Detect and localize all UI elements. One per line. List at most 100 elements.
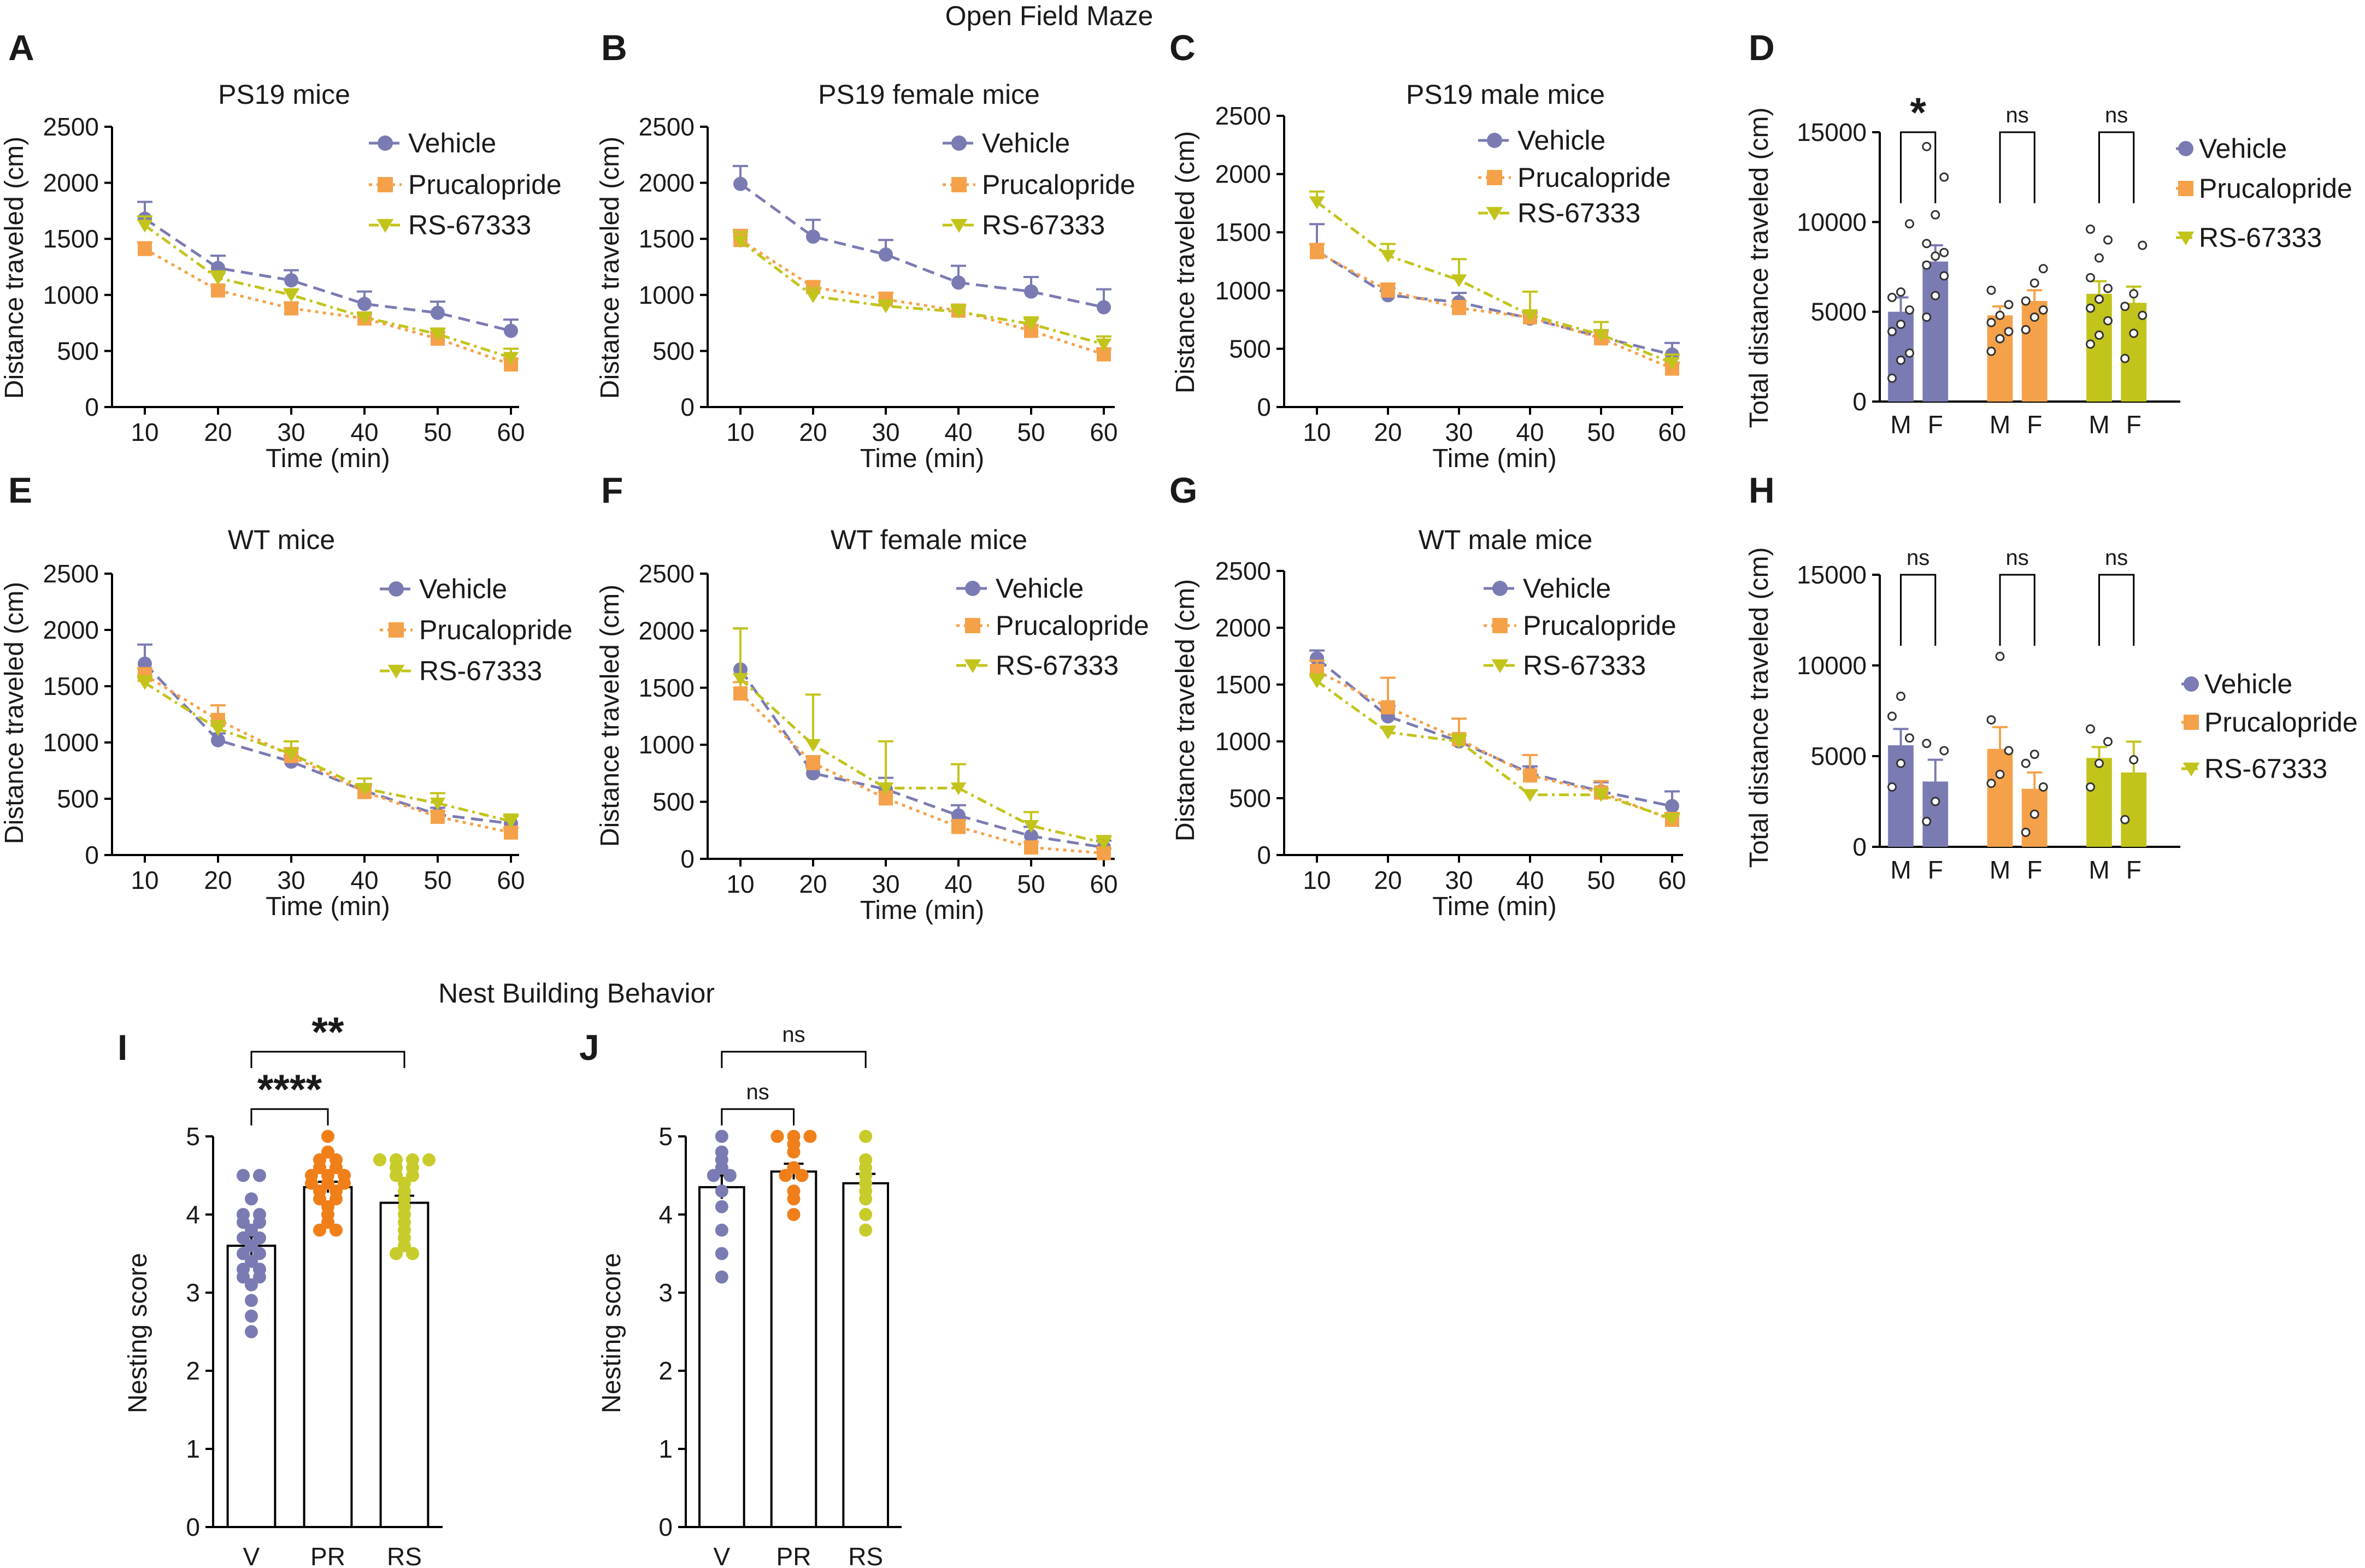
y-tick-label: 0 — [85, 841, 99, 869]
panel-letter-h: H — [1749, 470, 1775, 510]
data-point — [305, 1169, 318, 1182]
open-field-title: Open Field Maze — [945, 1, 1154, 31]
bar-group-v-0: V — [226, 1169, 276, 1568]
marker-rs-67333 — [1096, 338, 1112, 352]
x-tick-label: 30 — [277, 866, 305, 894]
marker-rs-67333 — [1023, 820, 1039, 833]
x-tick-label: 10 — [1303, 418, 1331, 446]
data-point — [237, 1263, 250, 1276]
series-rs-67333 — [137, 215, 519, 365]
x-tick-label: 50 — [1017, 870, 1045, 898]
marker-prucalopride — [1381, 283, 1395, 298]
marker-rs-67333 — [356, 783, 373, 796]
data-point — [245, 1294, 258, 1307]
data-point — [253, 1247, 266, 1260]
legend-item-vehicle: Vehicle — [369, 128, 496, 158]
marker-rs-67333 — [950, 219, 968, 233]
data-point — [715, 1223, 728, 1237]
data-point — [1986, 317, 1996, 327]
legend-item-vehicle: Vehicle — [956, 573, 1084, 604]
data-point — [2086, 782, 2095, 792]
panel-letter-i: I — [117, 1027, 127, 1068]
data-point — [2086, 273, 2095, 282]
data-point — [1995, 310, 2005, 320]
bracket-line — [721, 1108, 795, 1125]
y-axis-title: Distance traveled (cm) — [0, 137, 29, 399]
marker-rs-67333 — [137, 677, 153, 690]
data-point — [2120, 815, 2130, 824]
significance-bracket: ns — [2098, 546, 2135, 646]
data-point — [2120, 353, 2130, 363]
data-point — [406, 1153, 419, 1166]
data-point — [390, 1153, 403, 1166]
bracket-line — [1999, 131, 2035, 203]
data-point — [373, 1153, 386, 1166]
data-point — [253, 1208, 266, 1221]
bracket-line — [1900, 574, 1937, 646]
y-tick-label: 0 — [1257, 841, 1271, 869]
x-tick-label: 20 — [204, 866, 232, 894]
marker-rs-67333 — [878, 300, 894, 314]
significance-bracket: **** — [250, 1066, 329, 1125]
series-rs-67333 — [137, 675, 519, 829]
x-tick-label: F — [2027, 856, 2042, 884]
data-point — [245, 1278, 258, 1292]
bar-group-f-5: F — [2120, 240, 2148, 439]
chart-b: B PS19 female mice 0 500 1000 1500 2000 2500 10 2… — [596, 27, 1136, 473]
bar-group-f-1: F — [1922, 739, 1949, 884]
x-tick-label: 30 — [872, 870, 899, 898]
data-point — [338, 1169, 351, 1182]
marker-vehicle — [211, 733, 225, 747]
x-tick-label: V — [243, 1542, 260, 1568]
significance-bracket: ns — [1999, 103, 2035, 203]
legend-label: Prucalopride — [2204, 707, 2358, 738]
marker-rs-67333 — [1491, 659, 1509, 673]
legend-label: Prucalopride — [982, 169, 1136, 200]
marker-prucalopride — [1381, 700, 1395, 715]
bar — [1922, 261, 1949, 402]
data-point — [330, 1223, 343, 1237]
marker-rs-67333 — [805, 290, 821, 303]
legend-item-rs-67333: RS-67333 — [1484, 650, 1646, 681]
data-point — [2004, 300, 2014, 310]
data-point — [390, 1247, 403, 1260]
series-line — [1316, 680, 1673, 820]
data-point — [1896, 355, 1905, 365]
data-point — [2029, 750, 2039, 759]
chart-a: A PS19 mice 0 500 1000 1500 2000 2500 10 20 30 40 50… — [0, 27, 562, 473]
y-tick-label: 2000 — [43, 169, 99, 197]
bar-group-f-3: F — [2021, 750, 2048, 884]
x-tick-label: 60 — [1658, 866, 1686, 894]
x-tick-label: F — [1928, 410, 1943, 439]
y-tick-label: 1500 — [1215, 670, 1271, 699]
marker-rs-67333 — [1593, 329, 1609, 342]
x-tick-label: 20 — [1374, 418, 1402, 446]
nest-building-title: Nest Building Behavior — [438, 978, 715, 1009]
bar — [1922, 781, 1949, 847]
y-tick-label: 3 — [658, 1278, 673, 1307]
legend-label: Vehicle — [2204, 669, 2292, 699]
significance-label: * — [1910, 90, 1926, 136]
legend-label: Vehicle — [1523, 573, 1611, 604]
bracket-line — [2098, 574, 2135, 646]
significance-bracket: ns — [721, 1023, 867, 1068]
marker-vehicle — [1024, 284, 1038, 299]
legend-item-vehicle: Vehicle — [380, 574, 507, 604]
legend-label: Prucalopride — [419, 615, 573, 645]
y-tick-label: 2500 — [43, 113, 99, 141]
data-point — [2138, 310, 2148, 320]
marker-rs-67333 — [878, 782, 894, 795]
legend-label: RS-67333 — [2199, 222, 2322, 253]
panel-letter-b: B — [601, 27, 627, 68]
data-point — [715, 1130, 728, 1143]
marker-prucalopride — [378, 177, 393, 192]
marker-vehicle — [951, 135, 967, 151]
panel-letter-a: A — [8, 27, 34, 68]
data-point — [1995, 769, 2005, 779]
data-point — [2120, 302, 2130, 311]
data-point — [1986, 346, 1996, 356]
data-point — [715, 1247, 728, 1260]
y-tick-label: 1000 — [43, 728, 99, 757]
legend-item-prucalopride: Prucalopride — [2176, 173, 2352, 204]
marker-vehicle — [284, 273, 298, 288]
